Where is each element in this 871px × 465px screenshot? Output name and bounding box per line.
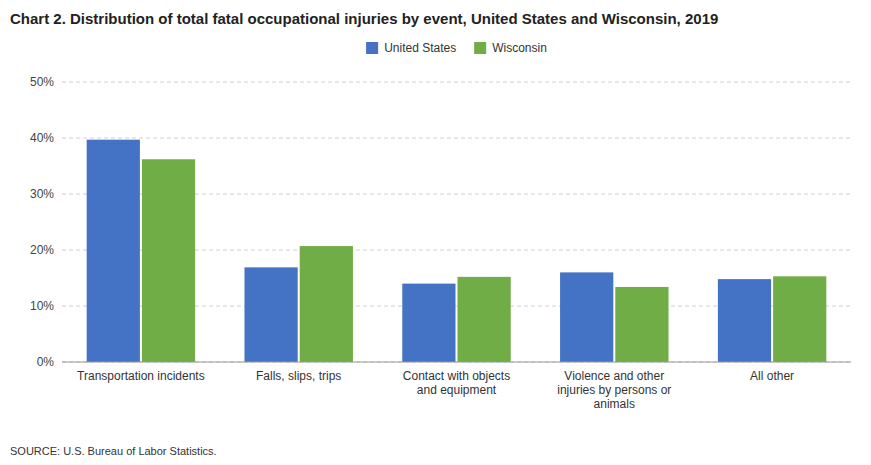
x-tick-label: Transportation incidents <box>77 369 205 383</box>
legend: United States Wisconsin <box>366 41 547 55</box>
x-tick-label: Violence and otherinjuries by persons or… <box>557 369 671 411</box>
bar <box>773 276 826 362</box>
bar <box>718 279 771 362</box>
legend-swatch <box>366 42 378 54</box>
x-tick-label: Falls, slips, trips <box>256 369 341 383</box>
legend-label: Wisconsin <box>492 41 547 55</box>
x-tick-label: Contact with objectsand equipment <box>403 369 510 397</box>
legend-swatch <box>474 42 486 54</box>
bar <box>615 287 668 362</box>
source: SOURCE: U.S. Bureau of Labor Statistics. <box>10 445 217 457</box>
chart: Chart 2. Distribution of total fatal occ… <box>0 0 871 465</box>
bar <box>300 246 353 362</box>
y-tick-label: 0% <box>37 355 55 369</box>
x-axis-line <box>62 362 851 363</box>
y-tick-label: 30% <box>30 187 54 201</box>
bar <box>87 140 140 362</box>
legend-label: United States <box>384 41 456 55</box>
grid-line <box>62 138 851 139</box>
y-tick-label: 20% <box>30 243 54 257</box>
grid-line <box>62 82 851 83</box>
bar <box>244 267 297 362</box>
bar <box>142 159 195 362</box>
bar <box>560 272 613 362</box>
title: Chart 2. Distribution of total fatal occ… <box>10 10 718 27</box>
y-tick-label: 10% <box>30 299 54 313</box>
bar <box>458 277 511 362</box>
x-tick-label: All other <box>750 369 794 383</box>
bars <box>87 140 827 362</box>
y-tick-label: 50% <box>30 75 54 89</box>
grid-line <box>62 362 851 363</box>
bar <box>402 284 455 362</box>
y-tick-label: 40% <box>30 131 54 145</box>
